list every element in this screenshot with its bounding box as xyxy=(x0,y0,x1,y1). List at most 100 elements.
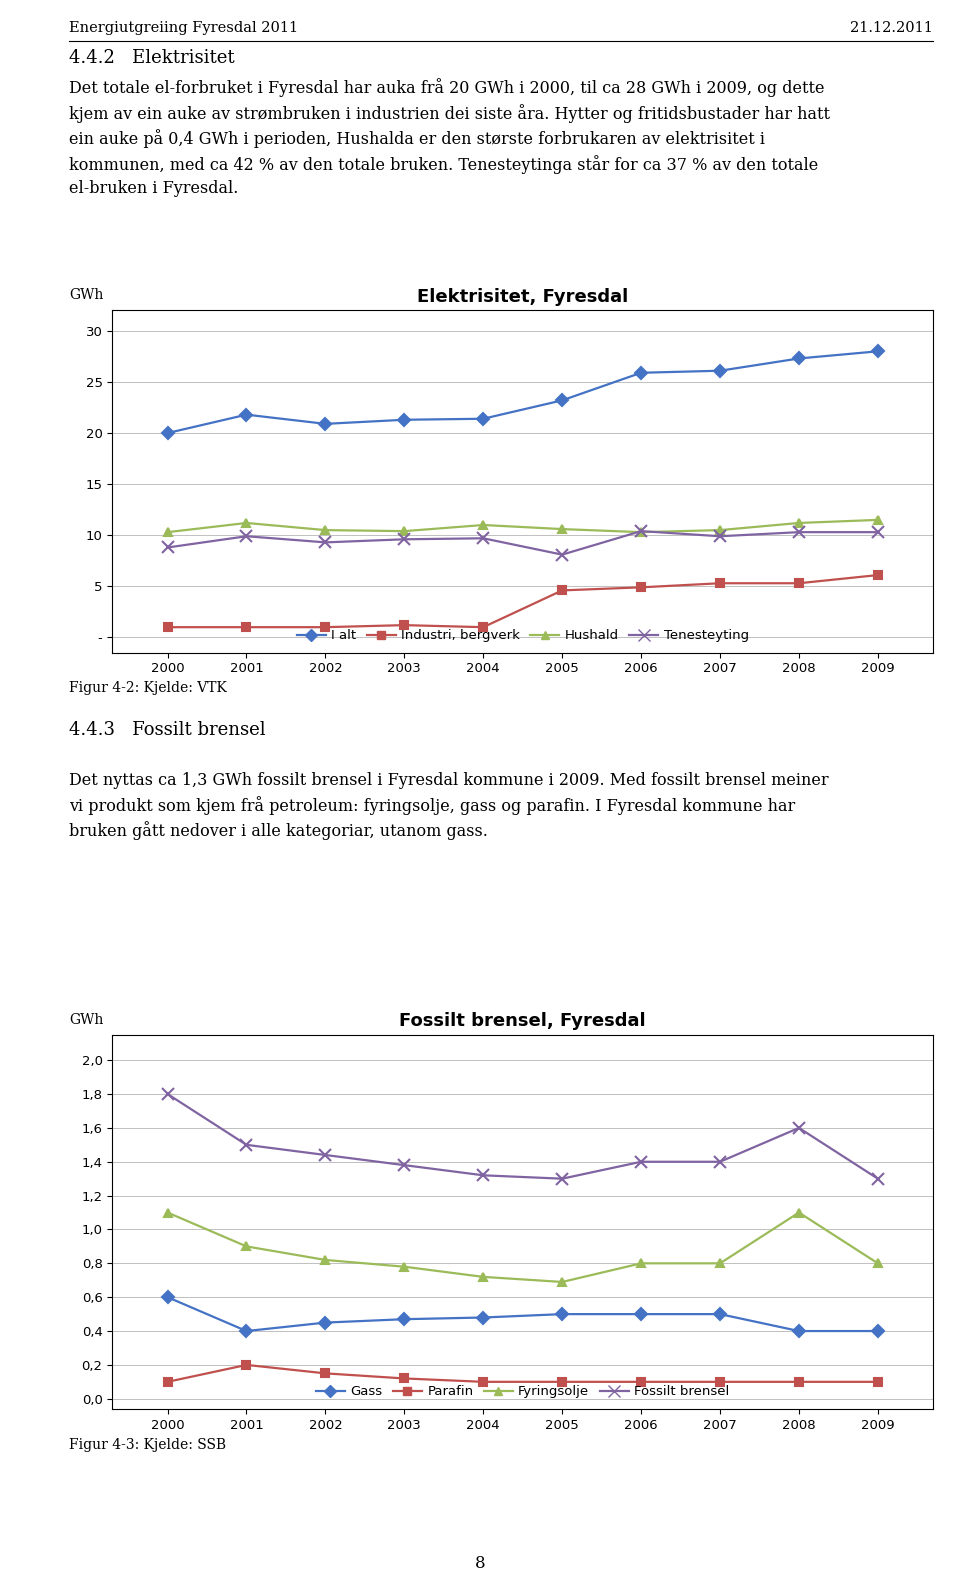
I alt xyxy=(477,409,489,428)
Hushald xyxy=(241,513,252,532)
Tenesteyting xyxy=(557,544,568,564)
Parafin xyxy=(793,1372,804,1391)
Tenesteyting xyxy=(793,522,804,541)
Text: Det nyttas ca 1,3 GWh fossilt brensel i Fyresdal kommune i 2009. Med fossilt bre: Det nyttas ca 1,3 GWh fossilt brensel i … xyxy=(69,772,828,841)
Fossilt brensel xyxy=(793,1118,804,1137)
Tenesteyting xyxy=(320,533,331,552)
Gass xyxy=(793,1321,804,1340)
Parafin xyxy=(636,1372,647,1391)
Fyringsolje xyxy=(636,1254,647,1274)
Hushald xyxy=(557,519,568,538)
Fyringsolje xyxy=(477,1267,489,1286)
Fossilt brensel xyxy=(320,1145,331,1164)
Line: Industri, bergverk: Industri, bergverk xyxy=(163,572,882,632)
Text: Figur 4-3: Kjelde: SSB: Figur 4-3: Kjelde: SSB xyxy=(69,1438,227,1452)
Text: 4.4.2   Elektrisitet: 4.4.2 Elektrisitet xyxy=(69,49,235,67)
Tenesteyting xyxy=(162,538,174,557)
Legend: Gass, Parafin, Fyringsolje, Fossilt brensel: Gass, Parafin, Fyringsolje, Fossilt bren… xyxy=(312,1382,733,1403)
I alt xyxy=(872,342,883,361)
Text: Figur 4-2: Kjelde: VTK: Figur 4-2: Kjelde: VTK xyxy=(69,681,227,696)
Text: GWh: GWh xyxy=(69,1013,104,1027)
I alt xyxy=(241,404,252,423)
Line: Hushald: Hushald xyxy=(163,516,882,537)
Text: 21.12.2011: 21.12.2011 xyxy=(851,21,933,35)
Fyringsolje xyxy=(162,1204,174,1223)
Text: 8: 8 xyxy=(474,1555,486,1571)
Parafin xyxy=(241,1355,252,1374)
Line: Fyringsolje: Fyringsolje xyxy=(163,1208,882,1286)
Legend: I alt, Industri, bergverk, Hushald, Tenesteyting: I alt, Industri, bergverk, Hushald, Tene… xyxy=(293,626,753,646)
Parafin xyxy=(162,1372,174,1391)
Fyringsolje xyxy=(793,1204,804,1223)
Parafin xyxy=(398,1369,410,1388)
Hushald xyxy=(162,522,174,541)
Line: I alt: I alt xyxy=(163,347,882,438)
Parafin xyxy=(320,1364,331,1383)
Title: Fossilt brensel, Fyresdal: Fossilt brensel, Fyresdal xyxy=(399,1013,646,1030)
Industri, bergverk xyxy=(714,573,726,592)
Text: GWh: GWh xyxy=(69,288,104,302)
Gass xyxy=(714,1304,726,1323)
Fyringsolje xyxy=(320,1250,331,1269)
Tenesteyting xyxy=(636,522,647,541)
Industri, bergverk xyxy=(162,618,174,637)
Fossilt brensel xyxy=(872,1169,883,1188)
Gass xyxy=(241,1321,252,1340)
Fossilt brensel xyxy=(714,1153,726,1172)
Parafin xyxy=(477,1372,489,1391)
Parafin xyxy=(872,1372,883,1391)
Fossilt brensel xyxy=(557,1169,568,1188)
Tenesteyting xyxy=(477,529,489,548)
I alt xyxy=(320,414,331,433)
I alt xyxy=(557,390,568,409)
Gass xyxy=(398,1310,410,1329)
Parafin xyxy=(714,1372,726,1391)
Fyringsolje xyxy=(714,1254,726,1274)
Line: Parafin: Parafin xyxy=(163,1361,882,1387)
Gass xyxy=(557,1304,568,1323)
Tenesteyting xyxy=(872,522,883,541)
Industri, bergverk xyxy=(398,616,410,635)
Gass xyxy=(636,1304,647,1323)
Industri, bergverk xyxy=(793,573,804,592)
Parafin xyxy=(557,1372,568,1391)
Tenesteyting xyxy=(241,527,252,546)
I alt xyxy=(636,363,647,382)
I alt xyxy=(793,349,804,368)
Gass xyxy=(162,1288,174,1307)
Hushald xyxy=(714,521,726,540)
Fossilt brensel xyxy=(477,1165,489,1184)
Fyringsolje xyxy=(241,1237,252,1256)
Gass xyxy=(477,1309,489,1328)
Text: 4.4.3   Fossilt brensel: 4.4.3 Fossilt brensel xyxy=(69,721,266,739)
Hushald xyxy=(636,522,647,541)
Fossilt brensel xyxy=(636,1153,647,1172)
Industri, bergverk xyxy=(241,618,252,637)
Text: Det totale el-forbruket i Fyresdal har auka frå 20 GWh i 2000, til ca 28 GWh i 2: Det totale el-forbruket i Fyresdal har a… xyxy=(69,78,830,196)
Industri, bergverk xyxy=(320,618,331,637)
Hushald xyxy=(477,516,489,535)
Fossilt brensel xyxy=(162,1084,174,1103)
Line: Fossilt brensel: Fossilt brensel xyxy=(162,1089,883,1184)
I alt xyxy=(714,361,726,380)
Gass xyxy=(872,1321,883,1340)
Hushald xyxy=(872,511,883,530)
I alt xyxy=(162,423,174,443)
Tenesteyting xyxy=(398,530,410,549)
Fyringsolje xyxy=(398,1258,410,1277)
Line: Gass: Gass xyxy=(163,1293,882,1336)
Hushald xyxy=(793,513,804,532)
Fossilt brensel xyxy=(398,1156,410,1175)
Gass xyxy=(320,1313,331,1333)
I alt xyxy=(398,411,410,430)
Tenesteyting xyxy=(714,527,726,546)
Industri, bergverk xyxy=(557,581,568,600)
Line: Tenesteyting: Tenesteyting xyxy=(162,525,883,560)
Hushald xyxy=(398,522,410,541)
Industri, bergverk xyxy=(636,578,647,597)
Fossilt brensel xyxy=(241,1135,252,1154)
Fyringsolje xyxy=(557,1272,568,1291)
Fyringsolje xyxy=(872,1254,883,1274)
Industri, bergverk xyxy=(477,618,489,637)
Title: Elektrisitet, Fyresdal: Elektrisitet, Fyresdal xyxy=(417,288,629,306)
